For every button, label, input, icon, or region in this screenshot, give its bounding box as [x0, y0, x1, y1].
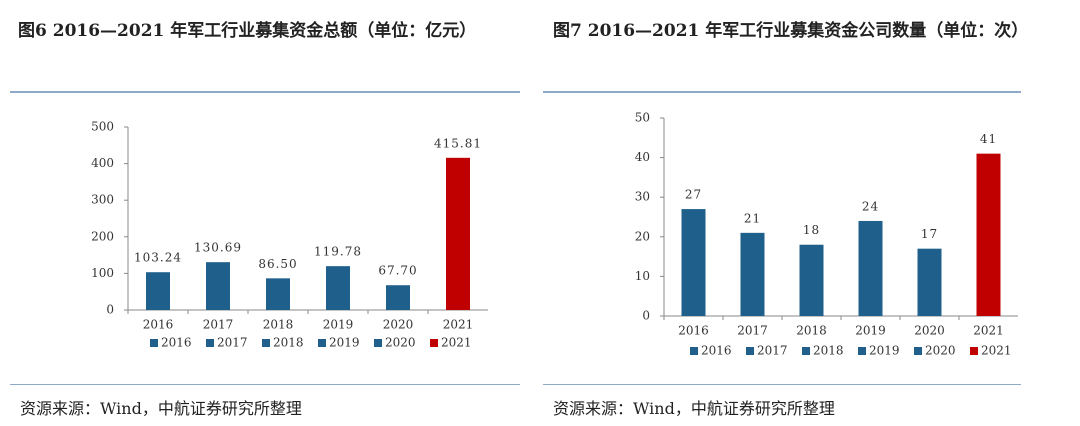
legend-swatch: [430, 339, 438, 347]
legend-label: 2017: [757, 344, 788, 358]
rule: [10, 91, 520, 93]
x-tick-label: 2018: [796, 324, 827, 338]
x-tick-label: 2017: [203, 318, 234, 332]
figure-title: 图6 2016—2021 年军工行业募集资金总额（单位：亿元）: [18, 21, 477, 41]
rule: [543, 91, 1021, 93]
figure-title: 图7 2016—2021 年军工行业募集资金公司数量（单位：次）: [553, 21, 1029, 41]
bar: [446, 157, 470, 310]
data-label: 415.81: [434, 136, 482, 150]
y-tick-label: 30: [635, 190, 650, 204]
y-tick-label: 50: [635, 111, 650, 125]
legend-label: 2018: [273, 336, 304, 350]
data-label: 119.78: [314, 245, 362, 259]
data-label: 130.69: [194, 241, 242, 255]
data-label: 18: [803, 223, 820, 237]
bar: [266, 278, 290, 310]
legend-label: 2017: [217, 336, 248, 350]
bar: [740, 232, 765, 316]
x-tick-label: 2017: [737, 324, 768, 338]
data-label: 41: [980, 132, 997, 146]
legend-label: 2016: [161, 336, 192, 350]
bar: [386, 285, 410, 310]
legend-swatch: [802, 347, 810, 355]
legend-label: 2020: [385, 336, 416, 350]
data-label: 27: [685, 188, 702, 202]
rule: [10, 384, 520, 385]
x-tick-label: 2016: [678, 324, 709, 338]
legend-label: 2018: [813, 344, 844, 358]
y-tick-label: 0: [106, 303, 114, 317]
y-tick-label: 100: [91, 266, 114, 280]
y-tick-label: 400: [91, 156, 114, 170]
y-tick-label: 0: [642, 309, 650, 323]
legend-swatch: [374, 339, 382, 347]
legend-swatch: [150, 339, 158, 347]
x-tick-label: 2019: [323, 318, 354, 332]
data-label: 103.24: [134, 251, 182, 265]
legend-swatch: [746, 347, 754, 355]
bar: [206, 262, 230, 310]
bar: [976, 153, 1001, 316]
y-tick-label: 200: [91, 229, 114, 243]
legend-swatch: [970, 347, 978, 355]
data-label: 67.70: [378, 264, 417, 278]
source: 资源来源：Wind，中航证券研究所整理: [20, 399, 302, 418]
y-tick-label: 20: [635, 229, 650, 243]
legend-label: 2020: [925, 344, 956, 358]
rule: [543, 384, 1021, 385]
y-tick-label: 40: [635, 150, 650, 164]
data-label: 86.50: [258, 257, 297, 271]
x-tick-label: 2020: [914, 324, 945, 338]
x-tick-label: 2021: [443, 318, 474, 332]
legend-swatch: [262, 339, 270, 347]
legend-swatch: [206, 339, 214, 347]
y-tick-label: 300: [91, 193, 114, 207]
data-label: 24: [862, 199, 879, 213]
legend-swatch: [318, 339, 326, 347]
legend-label: 2016: [701, 344, 732, 358]
bar: [146, 272, 170, 310]
bar: [858, 220, 883, 316]
bar: [326, 266, 350, 310]
legend-swatch: [690, 347, 698, 355]
x-tick-label: 2020: [383, 318, 414, 332]
y-tick-label: 500: [91, 120, 114, 134]
legend-swatch: [914, 347, 922, 355]
data-label: 21: [744, 211, 761, 225]
x-tick-label: 2016: [143, 318, 174, 332]
bar: [917, 248, 942, 316]
y-tick-label: 10: [635, 269, 650, 283]
legend-swatch: [858, 347, 866, 355]
data-label: 17: [921, 227, 938, 241]
x-tick-label: 2021: [973, 324, 1004, 338]
legend-label: 2021: [981, 344, 1012, 358]
legend-label: 2019: [869, 344, 900, 358]
legend-label: 2019: [329, 336, 360, 350]
x-tick-label: 2019: [855, 324, 886, 338]
bar: [799, 244, 824, 316]
source: 资源来源：Wind，中航证券研究所整理: [553, 399, 835, 418]
x-tick-label: 2018: [263, 318, 294, 332]
bar: [681, 209, 706, 316]
legend-label: 2021: [441, 336, 472, 350]
